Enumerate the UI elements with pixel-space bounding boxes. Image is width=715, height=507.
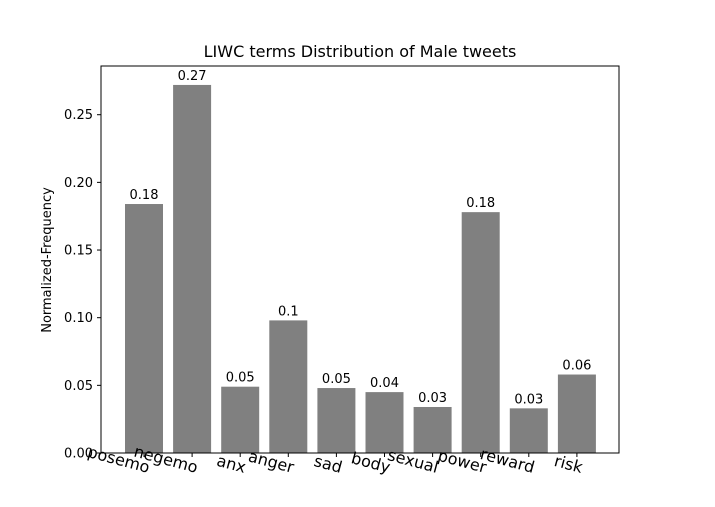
bar-value-label-negemo: 0.27 bbox=[178, 69, 207, 84]
bar-value-label-power: 0.18 bbox=[466, 196, 495, 211]
x-tick-label-sad: sad bbox=[312, 451, 344, 477]
bar-value-label-sad: 0.05 bbox=[322, 372, 351, 387]
bar-value-label-sexual: 0.03 bbox=[418, 391, 447, 406]
y-tick-label: 0.15 bbox=[64, 244, 93, 259]
bar-value-label-anx: 0.05 bbox=[226, 371, 255, 386]
y-tick-label: 0.20 bbox=[64, 176, 93, 191]
y-axis-label: Normalized-Frequency bbox=[40, 187, 55, 333]
bar-value-label-reward: 0.03 bbox=[514, 392, 543, 407]
bar-sexual bbox=[413, 406, 452, 453]
bar-power bbox=[461, 212, 500, 453]
bar-value-label-risk: 0.06 bbox=[562, 359, 591, 374]
bar-anger bbox=[269, 320, 308, 453]
bar-value-label-anger: 0.1 bbox=[278, 304, 299, 319]
plot-frame bbox=[100, 65, 620, 454]
bar-value-label-body: 0.04 bbox=[370, 376, 399, 391]
bar-body bbox=[365, 392, 404, 453]
y-tick-label: 0.00 bbox=[64, 447, 93, 462]
bar-sad bbox=[317, 388, 356, 453]
chart-title: LIWC terms Distribution of Male tweets bbox=[204, 42, 517, 61]
y-tick-label: 0.05 bbox=[64, 379, 93, 394]
y-tick-label: 0.10 bbox=[64, 311, 93, 326]
bar-anx bbox=[221, 386, 260, 453]
bars-group bbox=[125, 84, 596, 453]
bar-negemo bbox=[173, 84, 212, 453]
x-tick-label-risk: risk bbox=[552, 451, 585, 477]
x-tick-label-anx: anx bbox=[215, 451, 248, 477]
bar-reward bbox=[509, 408, 548, 453]
y-tick-label: 0.25 bbox=[64, 108, 93, 123]
bar-risk bbox=[557, 374, 596, 453]
bar-posemo bbox=[125, 204, 163, 453]
bar-labels-group: 0.18 0.27 0.05 0.1 0.05 0.04 0.03 0.18 0.03 0.06 bbox=[130, 69, 592, 407]
y-axis-ticks: 0.00 0.05 0.10 0.15 0.20 0.25 bbox=[64, 108, 101, 462]
bar-value-label-posemo: 0.18 bbox=[130, 188, 159, 203]
